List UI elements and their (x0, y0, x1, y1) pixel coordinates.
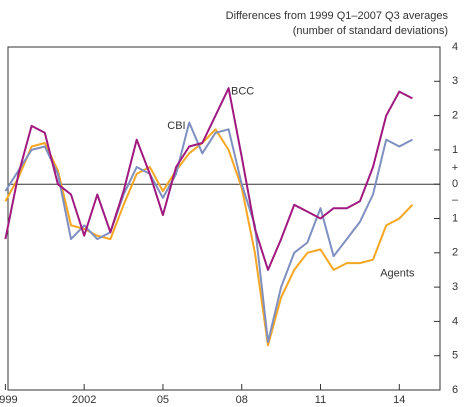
y-tick-label: 6 (452, 384, 458, 396)
sign-minus: – (452, 194, 459, 206)
y-tick-label: 5 (452, 350, 458, 362)
series-line (4, 87, 413, 271)
series-line (4, 121, 413, 343)
series-label: Agents (380, 267, 415, 279)
y-tick-label: 3 (452, 281, 458, 293)
y-tick-label: 2 (452, 247, 458, 259)
series-label: BCC (231, 85, 254, 97)
subtitle: (number of standard deviations) (293, 25, 448, 37)
sign-plus: + (452, 162, 458, 174)
y-tick-label: 0 (452, 178, 458, 190)
series-line (4, 128, 414, 347)
x-tick-label: 1999 (0, 394, 18, 406)
x-tick-label: 14 (393, 394, 405, 406)
x-tick-label: 11 (315, 394, 326, 406)
x-tick-label: 08 (236, 394, 248, 406)
series-label: CBI (167, 120, 185, 132)
y-tick-label: 1 (452, 144, 458, 156)
x-tick-label: 05 (157, 394, 169, 406)
y-tick-label: 4 (452, 315, 458, 327)
x-tick-label: 2002 (72, 394, 96, 406)
y-tick-label: 1 (452, 212, 458, 224)
y-tick-label: 4 (452, 41, 458, 53)
subtitle: Differences from 1999 Q1–2007 Q3 average… (226, 10, 449, 22)
y-tick-label: 2 (452, 110, 458, 122)
y-tick-label: 3 (452, 75, 458, 87)
